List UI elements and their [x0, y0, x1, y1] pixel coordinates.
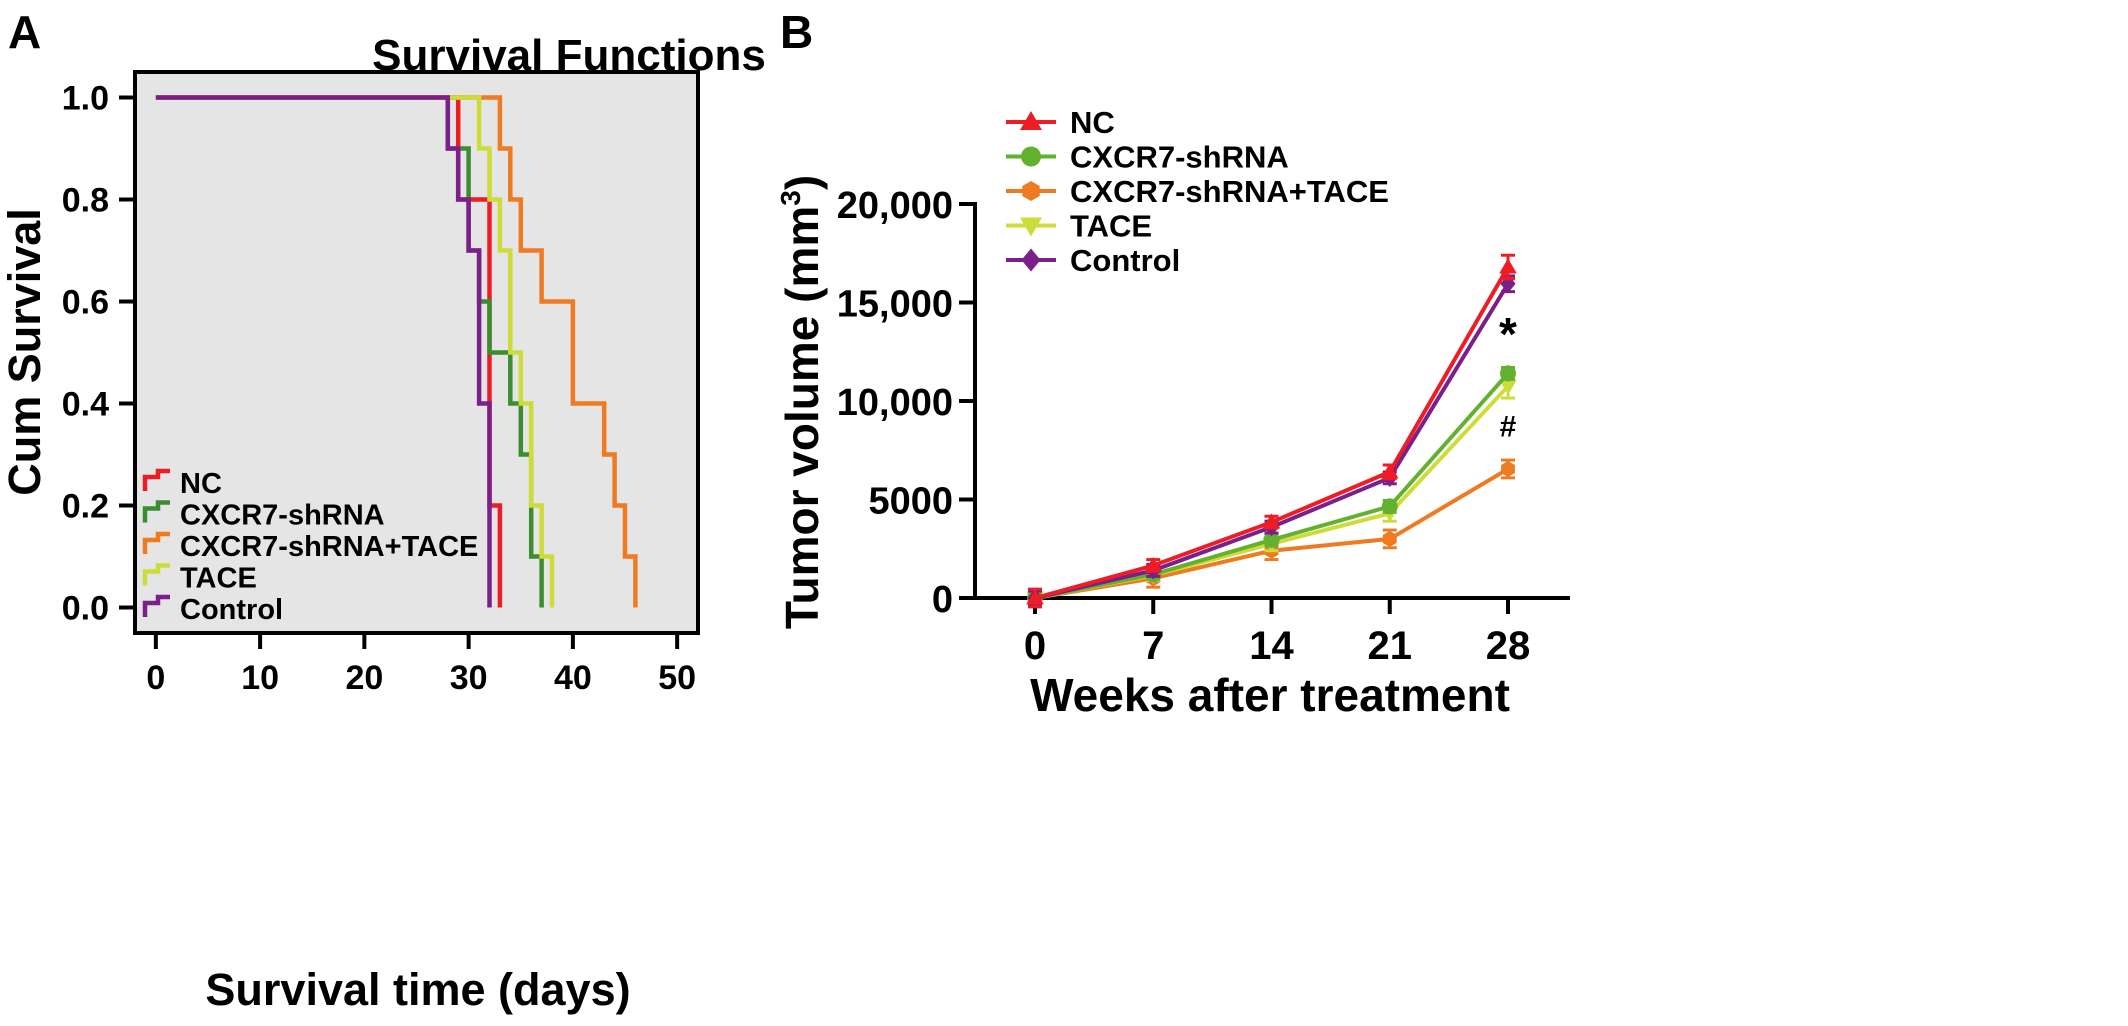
line-cxcr7-shrna: [1034, 372, 1510, 600]
x-tick-label: 10: [241, 659, 279, 697]
legend-label-cxcr7-shrna-tace: CXCR7-shRNA+TACE: [1070, 174, 1389, 209]
panel-a-x-axis: 0 10 20 30 40 50: [146, 633, 696, 697]
legend-label-cxcr7-shrna: CXCR7-shRNA: [180, 500, 385, 532]
y-tick-label: 0.2: [62, 488, 109, 526]
line-tace: [1034, 384, 1510, 600]
panel-b-y-axis-label-sup: 3: [775, 190, 806, 206]
survival-line-control: [155, 95, 492, 608]
x-tick-label: 0: [1024, 624, 1046, 668]
panel-b-y-axis-label: Tumor volume (mm3): [775, 175, 828, 629]
point-cxcr7-shrna-tace: [1501, 461, 1515, 477]
panel-a-letter: A: [8, 6, 41, 58]
significance-asterisk: *: [1499, 308, 1517, 360]
point-nc: [1380, 463, 1399, 479]
legend-label-nc: NC: [1070, 105, 1115, 140]
point-control: [1500, 274, 1516, 293]
y-tick-label: 10,000: [837, 382, 953, 424]
y-tick-label: 0.6: [62, 284, 109, 322]
point-nc: [1144, 556, 1163, 572]
legend-marker-cxcr7-shrna: [1021, 146, 1041, 167]
series-cxcr7-shrna: [1027, 365, 1516, 608]
y-tick-label: 0.0: [62, 590, 109, 628]
point-tace: [1499, 379, 1517, 396]
point-cxcr7-shrna: [1381, 498, 1398, 515]
legend-marker-control: [1021, 248, 1041, 272]
x-tick-label: 28: [1486, 624, 1531, 668]
legend-swatch-nc: [142, 468, 170, 491]
legend-label-nc: NC: [180, 468, 222, 500]
x-tick-label: 20: [345, 659, 383, 697]
legend-swatch-tace: [142, 563, 170, 586]
panel-b-y-axis-label-main: Tumor volume (mm: [776, 206, 828, 629]
panel-b-x-axis-label: Weeks after treatment: [1030, 669, 1510, 721]
survival-line-cxcr7-shrna-tace: [155, 95, 638, 608]
x-tick-label: 0: [146, 659, 165, 697]
y-tick-label: 0.8: [62, 182, 109, 220]
legend-label-control: Control: [1070, 243, 1180, 278]
panel-a-y-axis: 0.0 0.2 0.4 0.6 0.8 1.0: [62, 80, 135, 628]
legend-swatch-control: [142, 594, 170, 617]
x-tick-label: 21: [1368, 624, 1413, 668]
y-tick-label: 5000: [868, 481, 953, 523]
y-tick-label: 0.4: [62, 386, 109, 424]
legend-label-cxcr7-shrna-tace: CXCR7-shRNA+TACE: [180, 531, 478, 563]
point-cxcr7-shrna-tace: [1382, 530, 1397, 547]
panel-a-series: [155, 95, 638, 608]
y-tick-label: 20,000: [837, 185, 953, 227]
significance-hash: #: [1500, 410, 1517, 443]
legend-swatch-cxcr7-shrna-tace: [142, 531, 170, 554]
legend-marker-cxcr7-shrna-tace: [1022, 181, 1040, 201]
point-nc: [1026, 589, 1044, 605]
panel-b-annotations: *#: [1499, 308, 1517, 444]
x-tick-label: 14: [1249, 624, 1294, 668]
legend-label-cxcr7-shrna: CXCR7-shRNA: [1070, 140, 1289, 175]
panel-a-y-axis-label: Cum Survival: [0, 208, 50, 496]
legend-label-control: Control: [180, 594, 283, 626]
panel-a-x-axis-label: Survival time (days): [205, 964, 630, 1015]
point-cxcr7-shrna: [1263, 531, 1280, 548]
point-nc: [1262, 513, 1281, 529]
series-tace: [1026, 372, 1517, 607]
x-tick-label: 30: [450, 659, 488, 697]
legend-label-tace: TACE: [1070, 209, 1152, 244]
panel-b-axes: 0 5000 10,000 15,000 20,000 0 7 14 21 28: [837, 185, 1570, 668]
y-tick-label: 0: [932, 579, 953, 621]
panel-a: A Survival Functions 0 10 20 30 40 50 0.00.20…: [0, 6, 766, 1015]
panel-b-letter: B: [780, 6, 813, 58]
panel-a-plot-area: [133, 70, 700, 635]
x-tick-label: 7: [1142, 624, 1164, 668]
panel-b-series: [1026, 253, 1517, 609]
y-tick-label: 15,000: [837, 284, 953, 326]
point-nc: [1499, 258, 1517, 274]
legend-swatch-cxcr7-shrna: [142, 500, 170, 523]
legend-label-tace: TACE: [180, 563, 257, 595]
x-tick-label: 50: [658, 659, 696, 697]
survival-line-tace: [155, 95, 555, 608]
y-tick-label: 1.0: [62, 80, 109, 118]
panel-b-y-axis-label-close: ): [776, 175, 828, 190]
x-tick-label: 40: [554, 659, 592, 697]
legend-marker-tace: [1020, 217, 1042, 237]
legend-marker-nc: [1020, 111, 1042, 130]
series-nc: [1026, 253, 1517, 609]
point-cxcr7-shrna: [1500, 365, 1516, 382]
